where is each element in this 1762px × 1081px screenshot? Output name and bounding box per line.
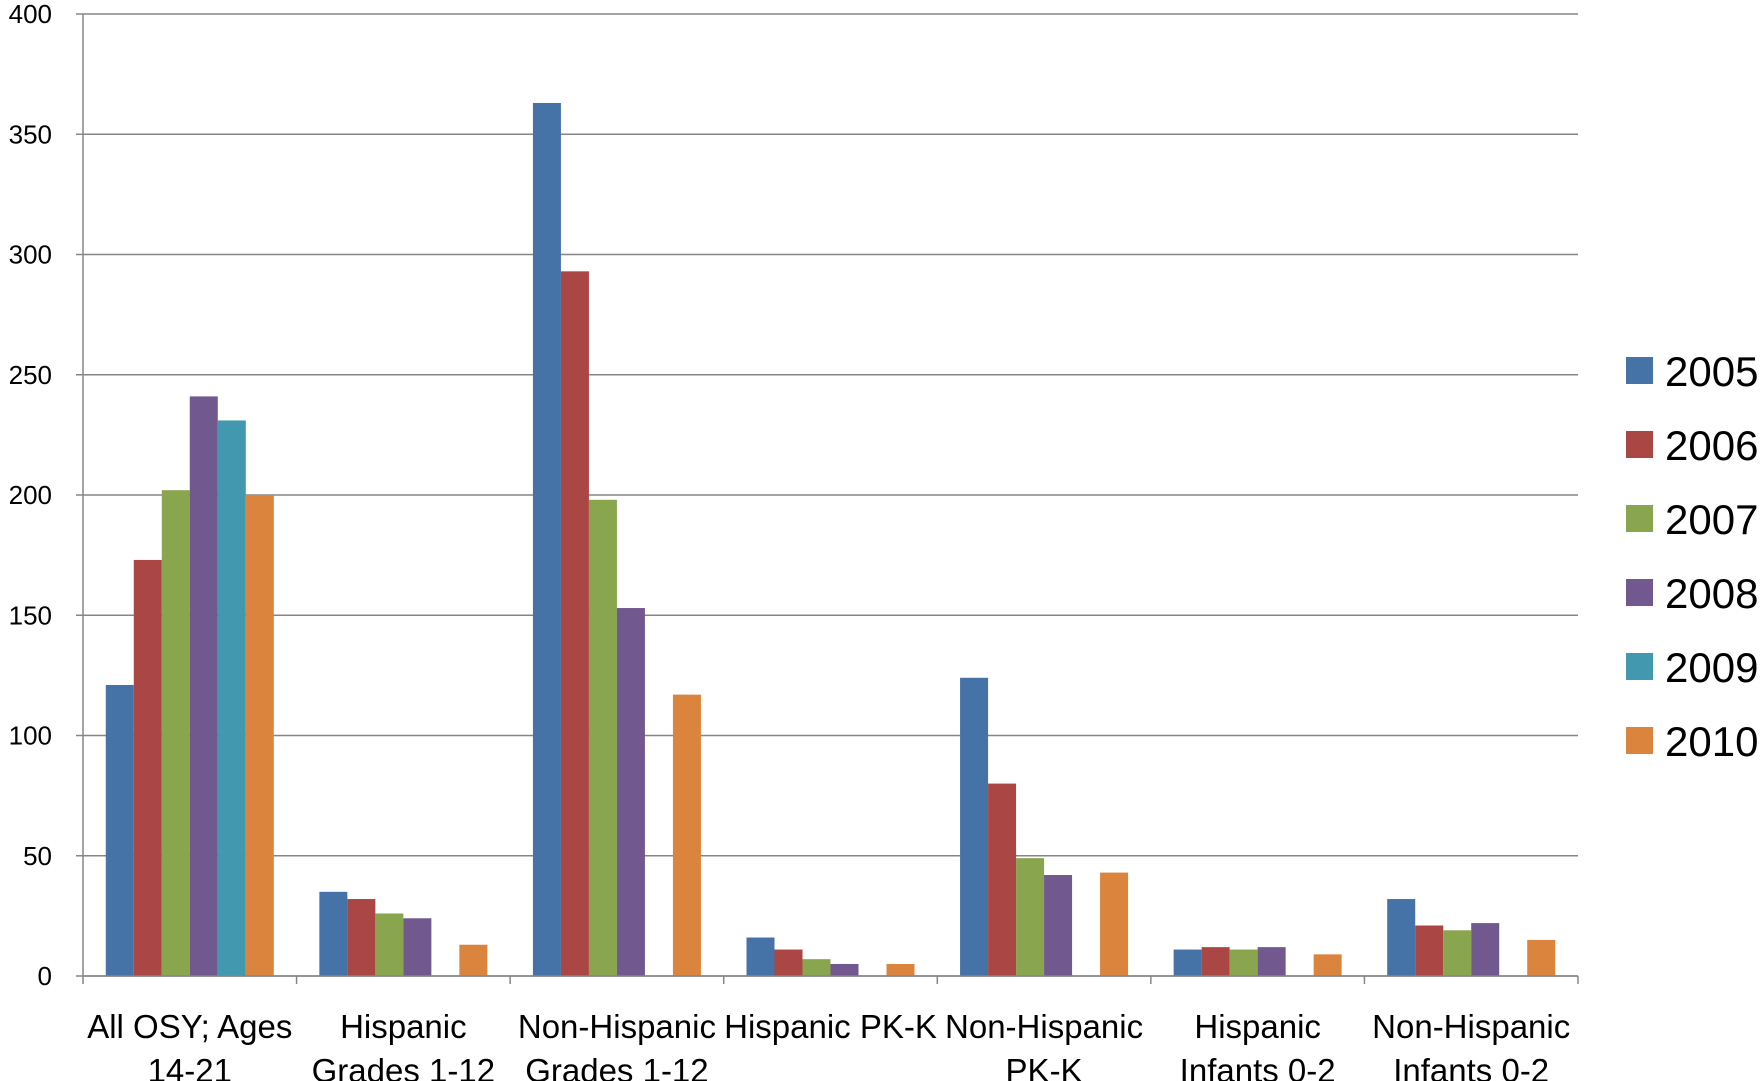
bar-2005-5	[1173, 949, 1202, 976]
x-category-label: Hispanic Infants 0-2	[1180, 1008, 1336, 1081]
x-category-label-line: Infants 0-2	[1393, 1052, 1549, 1081]
y-tick-label: 350	[9, 119, 52, 149]
bar-2006-6	[1415, 925, 1444, 976]
x-category-label-line: All OSY; Ages	[87, 1008, 292, 1045]
bar-2007-0	[161, 490, 190, 976]
legend-swatch-2007	[1626, 505, 1653, 532]
y-tick-label: 250	[9, 360, 52, 390]
bar-2005-0	[105, 684, 134, 976]
bar-2005-1	[319, 891, 348, 976]
x-category-label-line: Hispanic	[340, 1008, 467, 1045]
x-category-label-line: PK-K	[1006, 1052, 1083, 1081]
x-category-label-line: Grades 1-12	[312, 1052, 495, 1081]
bar-2008-6	[1471, 923, 1500, 976]
x-category-label: All OSY; Ages 14-21	[87, 1008, 292, 1081]
y-tick-label: 150	[9, 600, 52, 630]
x-category-label: Hispanic Grades 1-12	[312, 1008, 495, 1081]
y-tick-label: 0	[38, 961, 52, 991]
bar-2007-6	[1443, 930, 1472, 976]
bar-2008-5	[1257, 947, 1286, 976]
bar-2008-3	[830, 963, 859, 976]
bars	[105, 102, 1556, 977]
bar-2006-3	[774, 949, 803, 976]
legend-swatch-2005	[1626, 357, 1653, 384]
bar-2006-2	[560, 271, 589, 977]
y-tick-label: 100	[9, 721, 52, 751]
bar-2008-2	[616, 608, 645, 976]
bar-2008-4	[1044, 874, 1073, 976]
bar-2010-3	[886, 963, 915, 976]
bar-2010-0	[245, 495, 274, 976]
bar-2007-4	[1016, 858, 1045, 976]
x-category-label: Hispanic PK-K	[724, 1008, 937, 1045]
axes	[82, 14, 1579, 984]
x-category-label-line: Non-Hispanic	[518, 1008, 716, 1045]
legend-label-2007: 2007	[1665, 496, 1758, 543]
bar-2009-0	[217, 420, 246, 976]
legend-label-2010: 2010	[1665, 718, 1758, 765]
legend-swatch-2010	[1626, 727, 1653, 754]
legend-label-2005: 2005	[1665, 348, 1758, 395]
bar-2006-5	[1201, 947, 1230, 976]
legend-label-2008: 2008	[1665, 570, 1758, 617]
bar-2007-2	[588, 499, 617, 976]
bar-2007-3	[802, 959, 831, 976]
bar-2010-2	[672, 694, 701, 976]
bar-2010-4	[1100, 872, 1129, 976]
legend-swatch-2009	[1626, 653, 1653, 680]
bar-2005-3	[746, 937, 775, 976]
bar-2008-0	[189, 396, 218, 976]
bar-2005-4	[960, 677, 989, 976]
x-category-label-line: Hispanic	[1194, 1008, 1321, 1045]
y-axis-tick-labels: 0 50 100 150 200 250 300 350 400	[9, 0, 52, 991]
y-tick-label: 400	[9, 0, 52, 29]
x-category-label-line: Infants 0-2	[1180, 1052, 1336, 1081]
bar-2007-5	[1229, 949, 1258, 976]
bar-2010-5	[1313, 954, 1342, 976]
legend-swatch-2006	[1626, 431, 1653, 458]
bar-2010-1	[459, 944, 488, 976]
x-category-label-line: Hispanic PK-K	[724, 1008, 937, 1045]
x-category-label: Non-Hispanic Grades 1-12	[518, 1008, 716, 1081]
y-tick-label: 50	[23, 841, 52, 871]
legend: 2005 2006 2007 2008 2009 2010	[1626, 348, 1758, 765]
x-category-label: Non-Hispanic PK-K	[945, 1008, 1143, 1081]
bar-2010-6	[1527, 939, 1556, 976]
y-tick-label: 300	[9, 240, 52, 270]
bar-2006-1	[347, 899, 376, 976]
bar-2005-6	[1387, 899, 1416, 976]
bar-2006-0	[133, 559, 162, 976]
bar-2008-1	[403, 918, 432, 976]
x-category-label-line: 14-21	[148, 1052, 232, 1081]
bar-2007-1	[375, 913, 404, 976]
legend-label-2006: 2006	[1665, 422, 1758, 469]
x-category-label-line: Grades 1-12	[525, 1052, 708, 1081]
bar-2006-4	[988, 783, 1017, 976]
y-tick-label: 200	[9, 480, 52, 510]
bar-2005-2	[532, 102, 561, 977]
x-category-label: Non-Hispanic Infants 0-2	[1372, 1008, 1570, 1081]
x-category-label-line: Non-Hispanic	[945, 1008, 1143, 1045]
x-category-label-line: Non-Hispanic	[1372, 1008, 1570, 1045]
gridlines	[76, 13, 1578, 977]
legend-swatch-2008	[1626, 579, 1653, 606]
legend-label-2009: 2009	[1665, 644, 1758, 691]
